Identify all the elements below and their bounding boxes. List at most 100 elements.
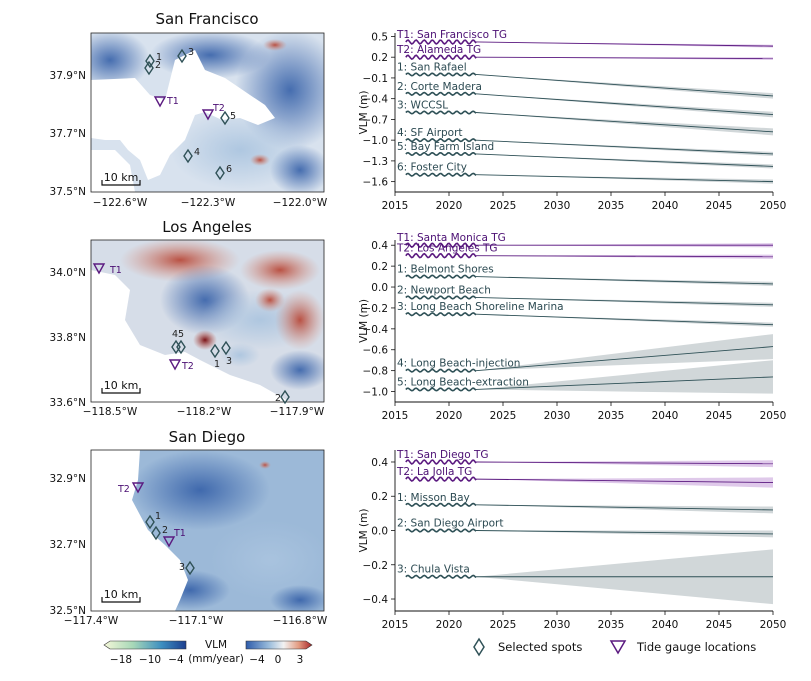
map-yticks: 32.9°N 32.7°N 32.5°N [50, 473, 86, 617]
y-tick-label: −0.2 [363, 303, 389, 315]
gauge-T1: T1 [162, 528, 186, 548]
series-label: 4: SF Airport [397, 127, 463, 139]
series-observed [405, 574, 477, 579]
x-tick-label: 2050 [760, 410, 787, 422]
series-band [476, 153, 773, 169]
svg-text:−116.8°W: −116.8°W [273, 615, 328, 627]
series-label: 4: Long Beach-injection [397, 358, 520, 370]
gauge-T2: T2 [117, 482, 145, 495]
scale-bar: 10 km [101, 588, 141, 603]
series-label: 6: Foster City [397, 162, 467, 174]
series-band [476, 530, 773, 538]
x-tick-label: 2050 [760, 200, 787, 212]
y-tick-label: −1.0 [363, 387, 389, 399]
svg-text:−117.4°W: −117.4°W [64, 615, 119, 627]
series-observed [405, 312, 477, 317]
x-tick-label: 2020 [436, 410, 463, 422]
scale-bar: 10 km [101, 171, 141, 186]
series-label: 2: Newport Beach [397, 284, 491, 296]
series-projection [475, 41, 774, 47]
series-label: T2: Los Angeles TG [396, 243, 498, 255]
svg-text:1: 1 [156, 52, 162, 63]
map-xticks: −118.5°W −118.2°W −117.9°W [83, 406, 325, 418]
series-label: T2: Alameda TG [396, 44, 481, 56]
series-projection [475, 112, 774, 133]
x-tick-label: 2040 [652, 619, 679, 631]
colorbar-left [103, 640, 187, 650]
map-yticks: 37.9°N 37.7°N 37.5°N [50, 70, 86, 198]
svg-text:−18: −18 [110, 654, 132, 666]
series-band [476, 334, 773, 371]
y-tick-label: −0.8 [363, 366, 389, 378]
x-tick-label: 2020 [436, 200, 463, 212]
series-label: 1: San Rafael [397, 61, 467, 73]
svg-text:1: 1 [214, 359, 220, 370]
series-projection [475, 478, 774, 483]
svg-text:−122.3°W: −122.3°W [181, 197, 236, 209]
series-projection [475, 297, 774, 306]
vlm-chart-san-diego: VLM (m) 0.4 0.2 0.0 −0.2 −0.4 2015 2020 2025 2030… [358, 449, 786, 631]
x-tick-label: 2020 [436, 619, 463, 631]
series-projection [475, 461, 774, 465]
svg-text:6: 6 [226, 164, 232, 175]
series-observed [405, 459, 477, 465]
x-tick-label: 2015 [382, 410, 409, 422]
svg-text:33.6°N: 33.6°N [50, 397, 86, 409]
series-projection [475, 530, 774, 535]
svg-text:−117.1°W: −117.1°W [169, 615, 224, 627]
series-observed [405, 368, 477, 373]
x-tick-label: 2025 [490, 619, 517, 631]
y-tick-label: 0.0 [371, 282, 388, 294]
y-tick-label: 0.4 [371, 457, 388, 469]
series-label: 5: Long Beach-extraction [397, 376, 529, 388]
x-tick-label: 2045 [706, 619, 733, 631]
spot-5: 5 [220, 110, 236, 126]
series-label: 3: Chula Vista [397, 564, 470, 576]
y-tick-label: −0.4 [363, 94, 389, 106]
vlm-chart-san-francisco: VLM (m) 0.5 0.2 −0.1 −0.4 −0.7 −1.0 −1.3 −1.6 201… [358, 29, 786, 212]
series-projection [475, 153, 774, 167]
svg-text:T1: T1 [173, 528, 186, 539]
series-label: 3: WCCSL [397, 100, 448, 112]
svg-text:32.5°N: 32.5°N [50, 605, 86, 617]
svg-text:5: 5 [230, 111, 236, 122]
svg-text:1: 1 [155, 511, 161, 522]
legend: Selected spots Tide gauge locations [473, 637, 756, 657]
series-projection [475, 313, 774, 326]
legend-gauges: Tide gauge locations [609, 640, 756, 655]
series-band [476, 276, 773, 286]
series-label: 2: Corte Madera [397, 81, 482, 93]
map-raster [91, 33, 324, 192]
series-observed [405, 528, 477, 533]
spot-2: 2 [151, 525, 168, 541]
svg-text:45: 45 [172, 329, 184, 340]
series-band [476, 504, 773, 514]
x-tick-label: 2025 [490, 200, 517, 212]
svg-text:4: 4 [194, 147, 200, 158]
svg-text:T1: T1 [109, 265, 122, 276]
series-observed [405, 54, 477, 61]
svg-text:3: 3 [297, 654, 304, 666]
series-band [476, 314, 773, 327]
series-label: 1: Belmont Shores [397, 264, 494, 276]
colorbar-right [245, 640, 313, 650]
map-raster [91, 450, 324, 611]
x-tick-label: 2045 [706, 410, 733, 422]
x-tick-label: 2015 [382, 619, 409, 631]
gauge-T1: T1 [92, 263, 122, 276]
series-label: 1: Misson Bay [397, 492, 470, 504]
x-tick-label: 2035 [598, 200, 625, 212]
series-label: 5: Bay Farm Island [397, 141, 494, 153]
series-projection [475, 74, 774, 97]
svg-text:Tide gauge locations: Tide gauge locations [636, 640, 756, 654]
svg-text:−10: −10 [139, 654, 161, 666]
svg-text:37.5°N: 37.5°N [50, 186, 86, 198]
svg-text:−122.0°W: −122.0°W [273, 197, 328, 209]
spot-3: 3 [177, 47, 194, 64]
series-observed [405, 274, 477, 279]
series-observed [405, 172, 477, 177]
svg-text:3: 3 [179, 562, 185, 573]
svg-text:32.7°N: 32.7°N [50, 539, 86, 551]
spot-4: 4 [183, 147, 200, 164]
x-tick-label: 2035 [598, 619, 625, 631]
